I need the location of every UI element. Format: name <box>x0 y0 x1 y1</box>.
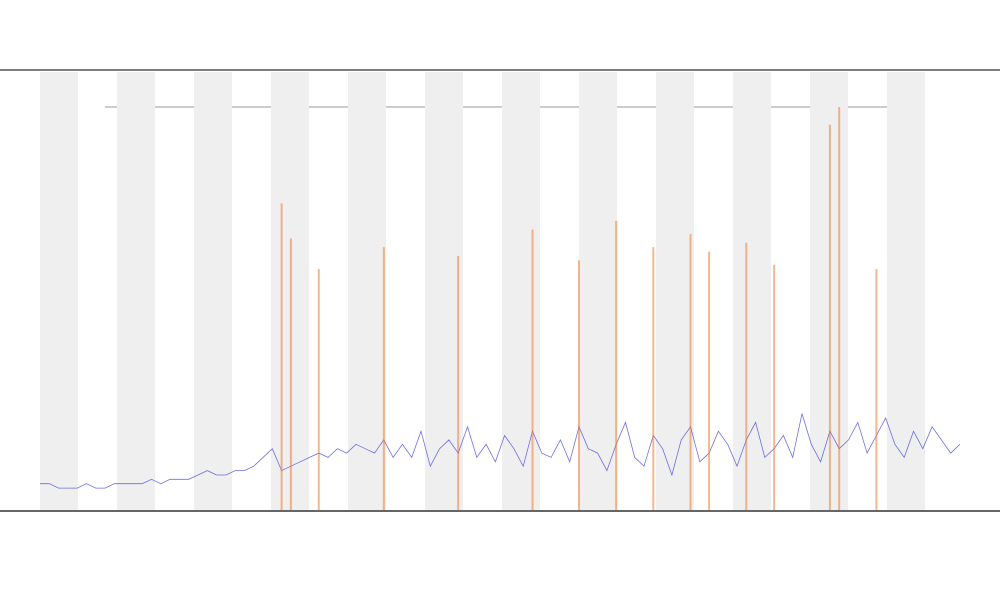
spike <box>828 124 831 510</box>
band <box>887 72 925 510</box>
spike <box>773 264 776 510</box>
spike <box>652 247 655 510</box>
band <box>348 72 386 510</box>
band <box>117 72 155 510</box>
spike <box>615 220 618 511</box>
spike <box>289 238 292 510</box>
band <box>502 72 540 510</box>
spike <box>531 229 534 510</box>
spike <box>577 260 580 510</box>
band <box>40 72 78 510</box>
background-bands <box>40 72 925 510</box>
spike <box>708 251 711 510</box>
series-line <box>40 413 961 489</box>
plot-area <box>40 107 961 511</box>
spike <box>689 234 692 510</box>
spike <box>382 247 385 510</box>
band <box>425 72 463 510</box>
band <box>656 72 694 510</box>
spike <box>745 242 748 510</box>
spike <box>317 269 320 510</box>
spike <box>280 203 283 510</box>
band <box>579 72 617 510</box>
band <box>194 72 232 510</box>
spike <box>457 255 460 510</box>
spike <box>875 269 878 510</box>
band <box>733 72 771 510</box>
spike <box>838 107 841 510</box>
